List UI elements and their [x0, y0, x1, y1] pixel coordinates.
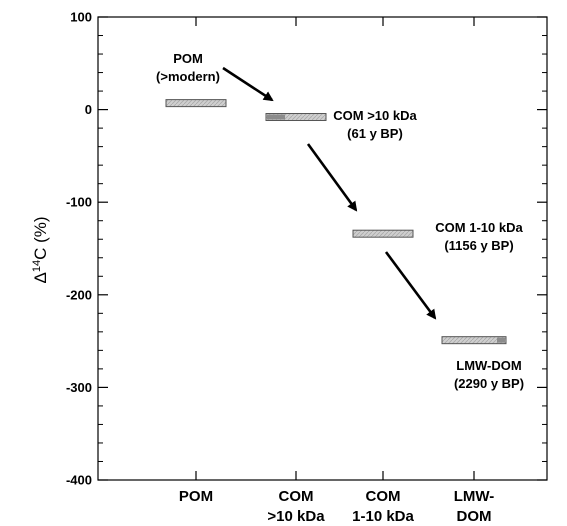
category-3-line-1: DOM — [457, 508, 492, 525]
category-3-line-0: LMW- — [454, 488, 495, 505]
arrow-0 — [222, 66, 274, 102]
trend-arrows — [222, 66, 437, 320]
arrow-1 — [306, 143, 358, 212]
plot-frame — [97, 16, 548, 481]
y-tick-label: -400 — [66, 473, 92, 488]
category-1-line-0: COM — [279, 488, 314, 505]
arrow-2 — [384, 251, 437, 320]
annotation-1-line-1: (61 y BP) — [347, 126, 403, 141]
bar-2 — [352, 229, 414, 238]
annotation-3-line-1: (2290 y BP) — [454, 376, 524, 391]
y-axis-ticks: 100 0 -100 -200 -300 -400 — [66, 10, 547, 488]
y-tick-label: -300 — [66, 380, 92, 395]
y-tick-label: -200 — [66, 287, 92, 302]
data-bars — [165, 99, 507, 345]
annotation-2-line-1: (1156 y BP) — [444, 238, 513, 253]
y-tick-label: 100 — [70, 10, 92, 25]
y-tick-label: 0 — [85, 102, 92, 117]
bar-3 — [441, 336, 507, 345]
bar-annotations: POM (>modern) COM >10 kDa (61 y BP) COM 1-10… — [156, 51, 524, 391]
bar-3-dark-segment — [497, 337, 505, 343]
bar-0 — [165, 99, 227, 108]
category-0-line-0: POM — [179, 488, 213, 505]
annotation-3-line-0: LMW-DOM — [456, 358, 521, 373]
annotation-0-line-0: POM — [173, 51, 203, 66]
y-tick-label: -100 — [66, 195, 92, 210]
annotation-1-line-0: COM >10 kDa — [333, 108, 417, 123]
y-axis-label: Δ14C (%) — [31, 216, 50, 283]
bar-1-dark-segment — [267, 114, 285, 120]
category-2-line-0: COM — [366, 488, 401, 505]
annotation-0-line-1: (>modern) — [156, 69, 220, 84]
annotation-2-line-0: COM 1-10 kDa — [435, 220, 523, 235]
bar-1 — [265, 113, 327, 122]
category-2-line-1: 1-10 kDa — [352, 508, 414, 525]
x-axis-ticks — [195, 17, 475, 480]
category-1-line-1: >10 kDa — [267, 508, 325, 525]
x-category-labels: POM COM >10 kDa COM 1-10 kDa LMW- DOM — [179, 488, 494, 525]
